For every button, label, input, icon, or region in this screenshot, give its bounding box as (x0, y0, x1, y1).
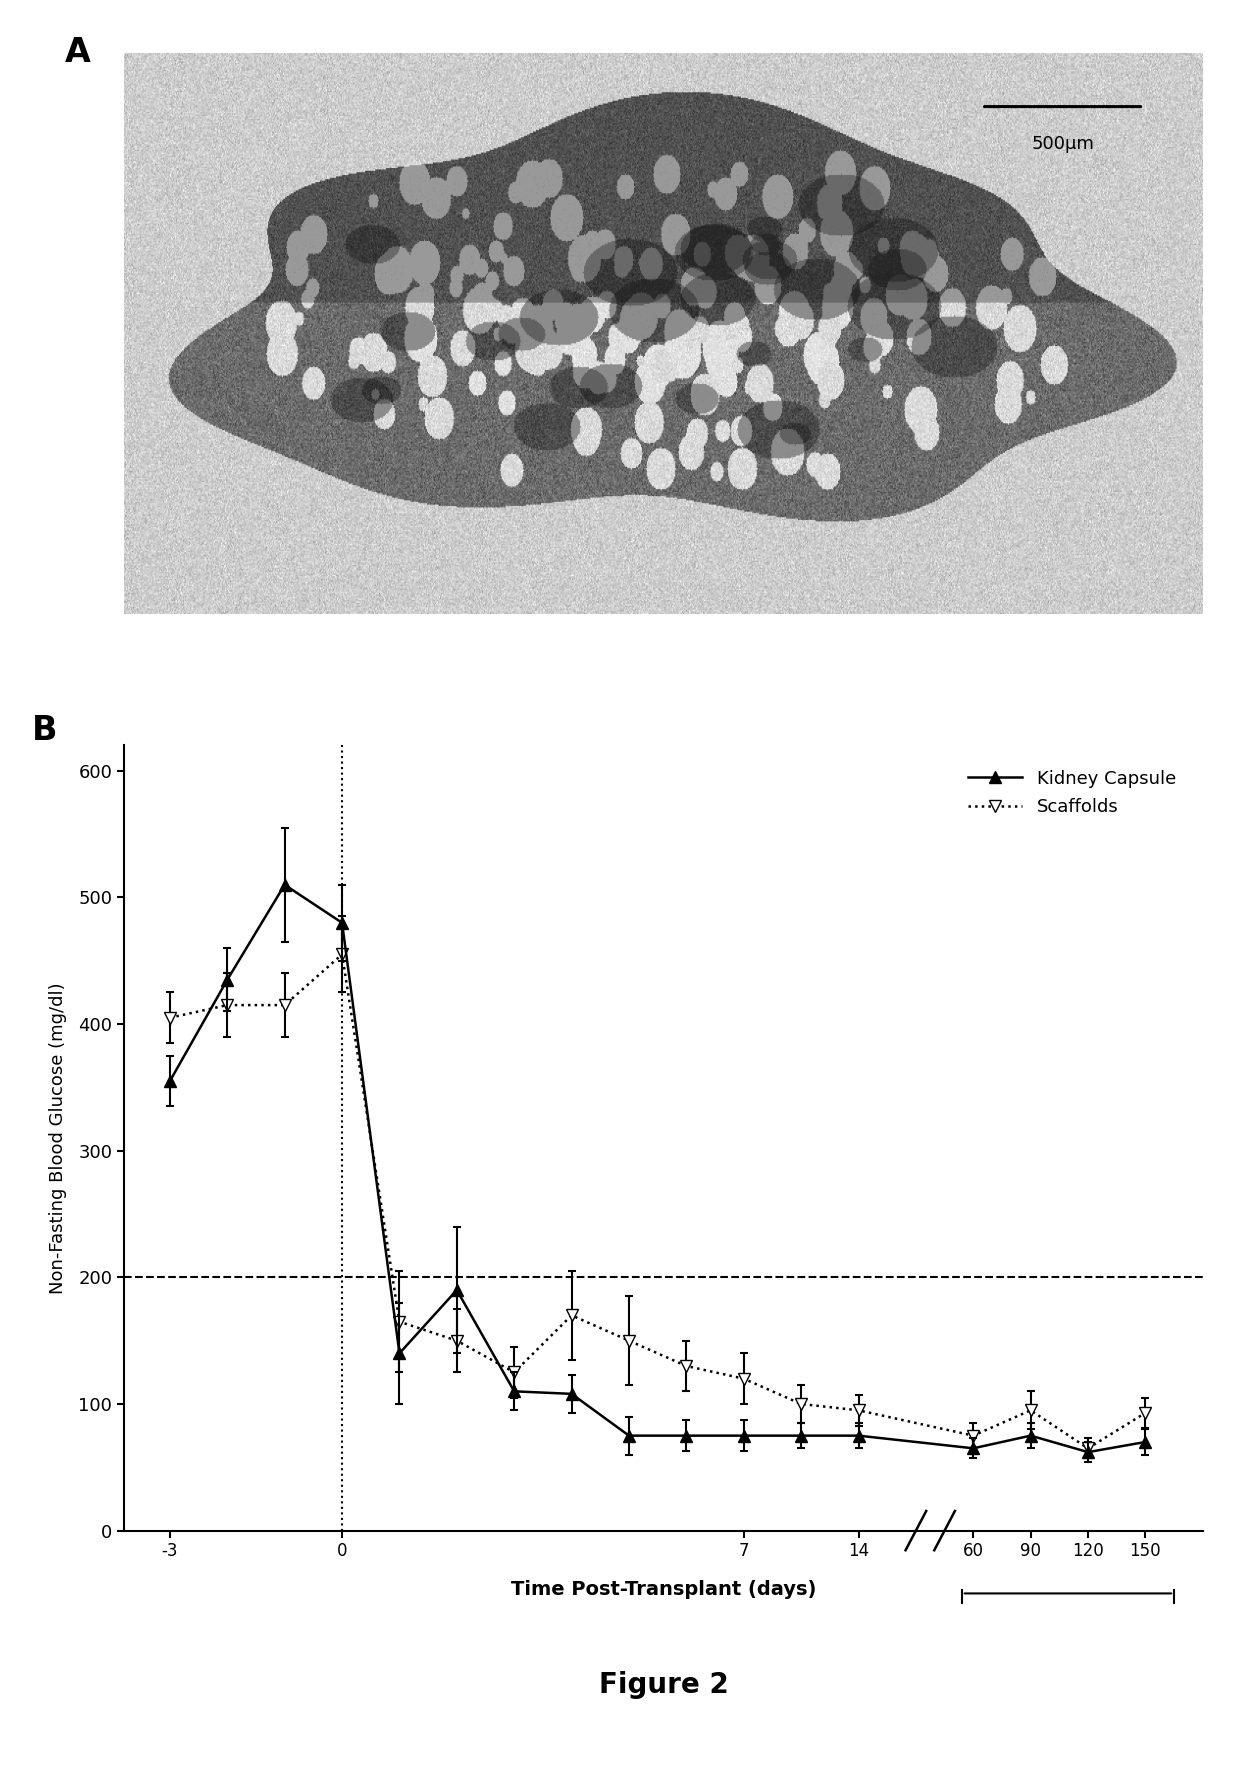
X-axis label: Time Post-Transplant (days): Time Post-Transplant (days) (511, 1580, 816, 1599)
Y-axis label: Non-Fasting Blood Glucose (mg/dl): Non-Fasting Blood Glucose (mg/dl) (50, 983, 67, 1294)
Text: 500μm: 500μm (1032, 135, 1094, 153)
Text: B: B (32, 714, 58, 746)
Legend: Kidney Capsule, Scaffolds: Kidney Capsule, Scaffolds (961, 762, 1183, 825)
Text: A: A (64, 37, 91, 69)
Text: Figure 2: Figure 2 (599, 1670, 728, 1699)
